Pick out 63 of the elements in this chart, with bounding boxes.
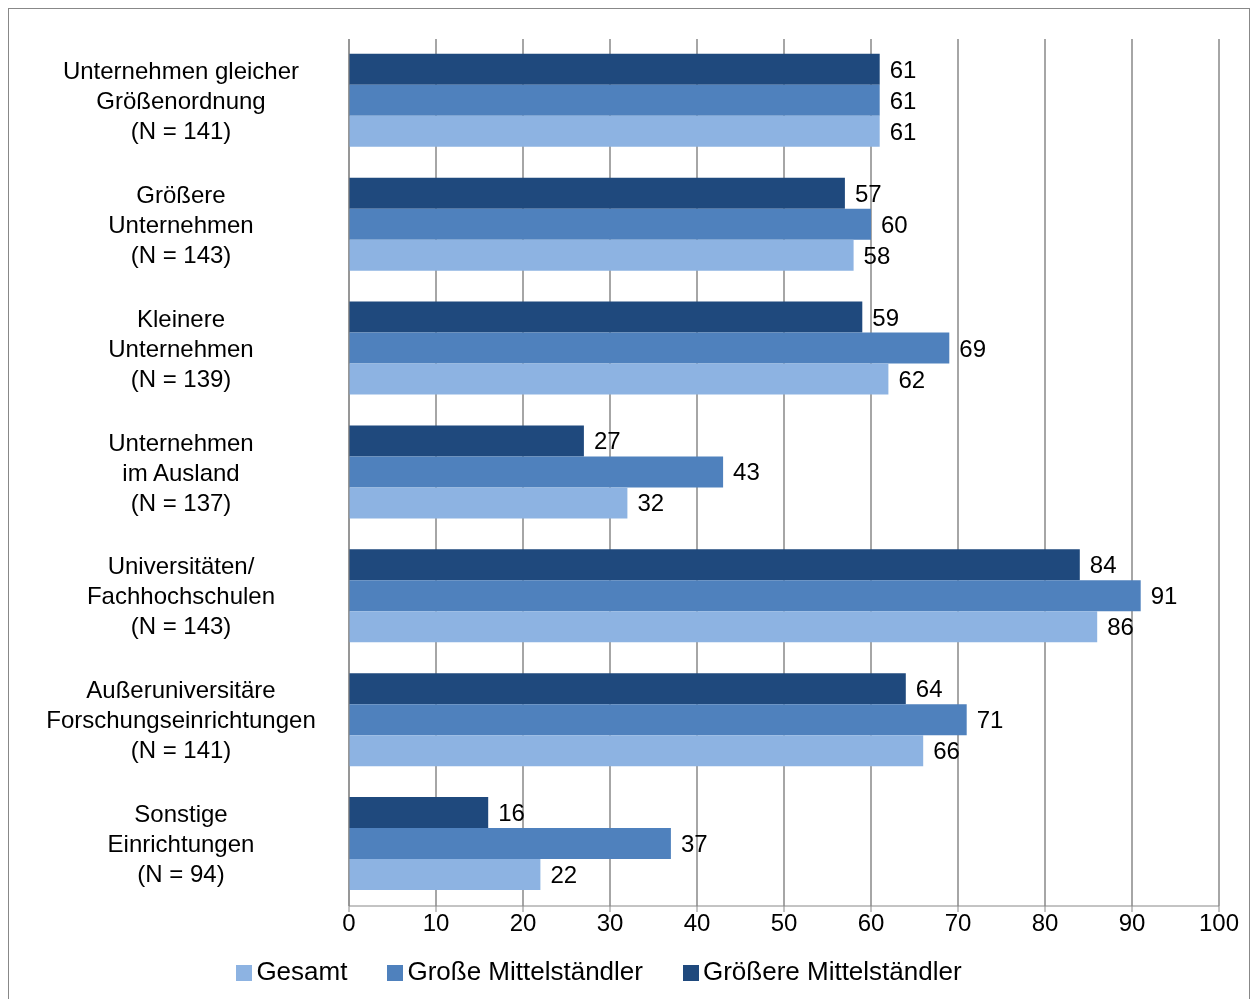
bar	[349, 456, 724, 488]
y-tick-label: Sonstige Einrichtungen (N = 94)	[107, 800, 255, 888]
data-label: 37	[680, 830, 708, 858]
bar	[349, 115, 880, 147]
x-tick-label: 100	[1198, 909, 1240, 937]
data-label: 86	[1107, 613, 1134, 641]
bar	[349, 487, 628, 519]
bar	[349, 580, 1141, 612]
y-tick-label: Außeruniversitäre Forschungseinrichtungen (N = 141)	[46, 676, 316, 764]
x-tick-label: 0	[342, 909, 356, 937]
y-tick-label: Größere Unternehmen (N = 143)	[108, 180, 254, 268]
data-label: 22	[550, 861, 578, 889]
bar	[349, 301, 863, 333]
bar	[349, 735, 924, 767]
x-tick-label: 50	[770, 909, 798, 937]
data-label: 62	[898, 365, 926, 393]
bar	[349, 797, 489, 829]
legend-label: Große Mittelständler	[407, 956, 643, 986]
y-tick-label: Kleinere Unternehmen (N = 139)	[108, 304, 254, 392]
data-label: 27	[593, 427, 621, 455]
bar	[349, 84, 880, 116]
bar	[349, 53, 880, 85]
legend-label: Größere Mittelständler	[702, 956, 962, 986]
data-label: 16	[498, 799, 525, 827]
bar	[349, 828, 671, 860]
data-label: 57	[854, 179, 882, 207]
x-tick-label: 20	[509, 909, 537, 937]
x-tick-label: 40	[683, 909, 711, 937]
bar	[349, 332, 950, 364]
data-label: 69	[959, 334, 986, 362]
x-tick-label: 70	[944, 909, 972, 937]
bar	[349, 611, 1098, 643]
x-tick-label: 80	[1031, 909, 1059, 937]
bar	[349, 425, 584, 457]
bar	[349, 239, 854, 271]
data-label: 61	[889, 55, 917, 83]
x-tick-label: 60	[857, 909, 885, 937]
bar	[349, 363, 889, 395]
x-tick-label: 10	[422, 909, 450, 937]
bar	[349, 859, 541, 891]
data-label: 61	[889, 86, 917, 114]
bar	[349, 208, 871, 240]
y-tick-label: Unternehmen gleicher Größenordnung (N = 141)	[62, 56, 300, 144]
data-label: 91	[1150, 582, 1178, 610]
bar	[349, 549, 1080, 581]
data-label: 64	[915, 675, 943, 703]
data-label: 66	[933, 737, 960, 765]
data-label: 60	[881, 210, 908, 238]
x-tick-label: 90	[1118, 909, 1146, 937]
data-label: 61	[889, 117, 917, 145]
data-label: 59	[872, 303, 899, 331]
legend-label: Gesamt	[256, 956, 348, 986]
y-tick-label: Universitäten/ Fachhochschulen (N = 143)	[86, 552, 276, 640]
data-label: 58	[863, 241, 891, 269]
bar	[349, 177, 845, 209]
bar	[349, 673, 906, 705]
x-tick-label: 30	[596, 909, 624, 937]
data-label: 71	[976, 706, 1004, 734]
data-label: 84	[1089, 551, 1117, 579]
y-tick-label: Unternehmen im Ausland (N = 137)	[108, 428, 254, 516]
bar	[349, 704, 967, 736]
data-label: 43	[733, 458, 760, 486]
data-label: 32	[637, 489, 665, 517]
